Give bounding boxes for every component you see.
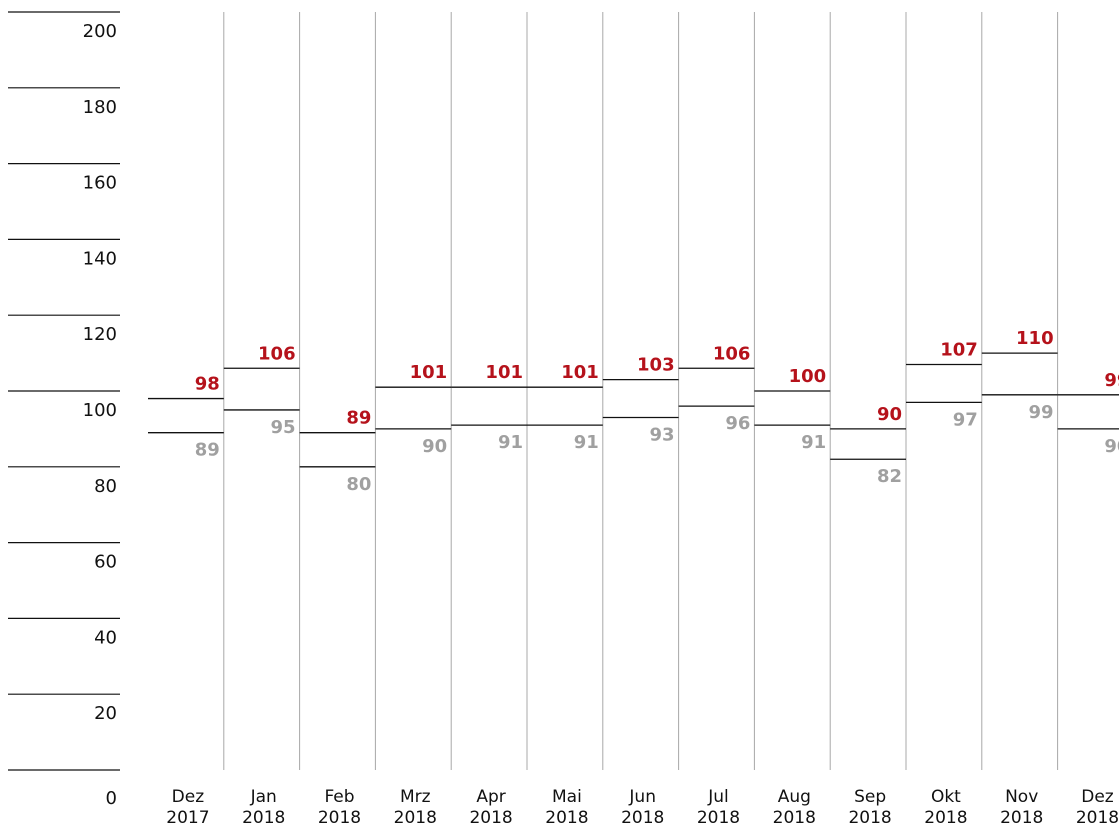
y-tick-label: 60 — [94, 552, 117, 573]
x-category-label: Mai — [552, 787, 582, 807]
series-1-value-label: 89 — [195, 440, 220, 461]
x-category-label: Okt — [931, 787, 961, 807]
x-category-year-label: 2018 — [318, 808, 361, 827]
series-0-value-label: 103 — [637, 355, 675, 376]
series-1-value-label: 91 — [498, 432, 523, 453]
series-0-value-label: 110 — [1016, 328, 1054, 349]
y-tick-label: 20 — [94, 703, 117, 724]
series-0-value-label: 106 — [258, 343, 296, 364]
series-1-value-label: 82 — [877, 466, 902, 487]
x-category-year-label: 2018 — [1000, 808, 1043, 827]
series-0-value-label: 107 — [940, 339, 978, 360]
x-category-label: Jul — [707, 787, 729, 807]
y-tick-label: 100 — [83, 400, 117, 421]
y-tick-label: 40 — [94, 627, 117, 648]
x-category-year-label: 2017 — [166, 808, 209, 827]
y-tick-label: 0 — [106, 788, 117, 809]
series-1-value-label: 80 — [346, 474, 371, 495]
series-1-value-label: 91 — [574, 432, 599, 453]
value-labels: 98 106 89 101 101 101 103 106 100 90 107 110 99 89 95 8… — [195, 328, 1119, 495]
series-0-value-label: 100 — [789, 366, 827, 387]
series-1-value-label: 90 — [422, 436, 447, 457]
x-category-year-label: 2018 — [848, 808, 891, 827]
x-category-year-label: 2018 — [773, 808, 816, 827]
series-0-value-label: 101 — [410, 362, 448, 383]
series-1-value-label: 90 — [1104, 436, 1119, 457]
y-tick-label: 160 — [83, 173, 117, 194]
x-category-label: Feb — [324, 787, 354, 807]
x-category-year-label: 2018 — [394, 808, 437, 827]
x-category-year-label: 2018 — [545, 808, 588, 827]
x-category-label: Dez — [1081, 787, 1114, 807]
series-0-value-label: 101 — [485, 362, 523, 383]
series-1-value-label: 96 — [725, 413, 750, 434]
y-tick-label: 80 — [94, 476, 117, 497]
series-1-value-label: 97 — [953, 409, 978, 430]
x-category-label: Apr — [476, 787, 505, 807]
y-tick-label: 140 — [83, 248, 117, 269]
x-category-year-label: 2018 — [924, 808, 967, 827]
series-0-value-label: 89 — [346, 408, 371, 429]
series-0-value-label: 101 — [561, 362, 599, 383]
y-tick-label: 200 — [83, 21, 117, 42]
x-category-year-label: 2018 — [621, 808, 664, 827]
x-category-year-label: 2018 — [1076, 808, 1119, 827]
x-category-label: Dez — [172, 787, 205, 807]
series-1-value-label: 95 — [271, 417, 296, 438]
x-category-label: Aug — [778, 787, 811, 807]
x-category-year-label: 2018 — [242, 808, 285, 827]
x-axis: Dez2017Jan2018Feb2018Mrz2018Apr2018Mai20… — [166, 787, 1119, 827]
series-0-value-label: 99 — [1104, 370, 1119, 391]
x-category-label: Mrz — [400, 787, 431, 807]
series-0-value-label: 98 — [195, 374, 220, 395]
series-1-value-label: 93 — [650, 425, 675, 446]
series-1-value-label: 99 — [1029, 402, 1054, 423]
x-category-label: Jan — [250, 787, 277, 807]
x-category-year-label: 2018 — [469, 808, 512, 827]
x-category-label: Jun — [628, 787, 656, 807]
x-category-year-label: 2018 — [697, 808, 740, 827]
y-tick-label: 180 — [83, 97, 117, 118]
series-0-value-label: 90 — [877, 404, 902, 425]
gridlines — [223, 12, 1059, 770]
y-tick-label: 120 — [83, 324, 117, 345]
x-category-label: Sep — [854, 787, 886, 807]
series-1-value-label: 91 — [801, 432, 826, 453]
series-0-value-label: 106 — [713, 343, 751, 364]
series-steps — [148, 352, 1119, 468]
x-category-label: Nov — [1005, 787, 1038, 807]
y-axis: 0 20 40 60 80 100 120 140 160 180 200 — [8, 11, 120, 809]
